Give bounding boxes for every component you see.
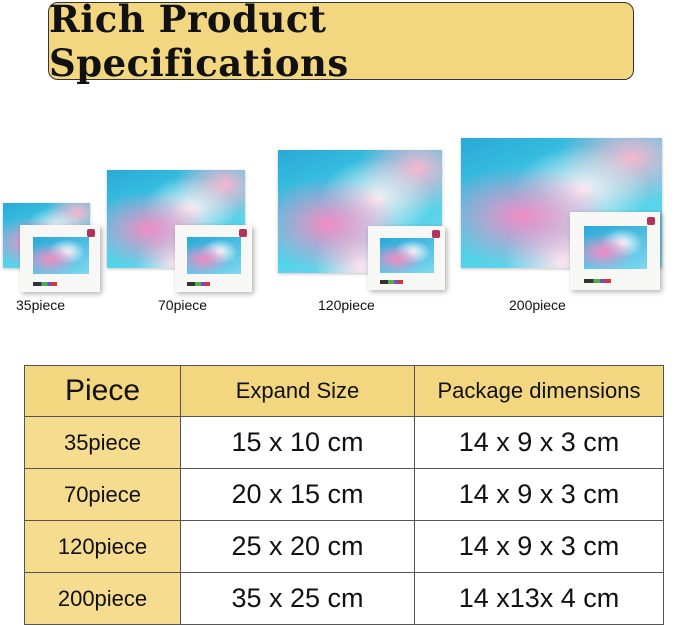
header-piece: Piece xyxy=(24,365,181,417)
product-label: 120piece xyxy=(318,297,375,313)
cell-package-dimensions: 14 x 9 x 3 cm xyxy=(414,520,664,573)
cell-package-dimensions: 14 x 9 x 3 cm xyxy=(414,468,664,521)
cell-expand-size: 35 x 25 cm xyxy=(180,572,415,625)
cell-expand-size: 20 x 15 cm xyxy=(180,468,415,521)
product-label: 200piece xyxy=(509,297,566,313)
cell-expand-size: 25 x 20 cm xyxy=(180,520,415,573)
table-header-row: Piece Expand Size Package dimensions xyxy=(24,365,664,417)
cell-expand-size: 15 x 10 cm xyxy=(180,416,415,469)
header-package-dimensions: Package dimensions xyxy=(414,365,664,417)
cell-package-dimensions: 14 x 9 x 3 cm xyxy=(414,416,664,469)
product-label: 70piece xyxy=(158,297,208,313)
cell-piece: 120piece xyxy=(24,520,181,573)
title-banner: Rich Product Specifications xyxy=(48,0,634,85)
cell-piece: 35piece xyxy=(24,416,181,469)
spec-table: Piece Expand Size Package dimensions 35p… xyxy=(24,365,664,625)
table-row: 200piece 35 x 25 cm 14 x13x 4 cm xyxy=(24,572,664,625)
box-image-120 xyxy=(368,226,445,290)
product-label: 35piece xyxy=(16,297,66,313)
page-title: Rich Product Specifications xyxy=(49,0,349,85)
cell-package-dimensions: 14 x13x 4 cm xyxy=(414,572,664,625)
header-expand-size: Expand Size xyxy=(180,365,415,417)
box-image-70 xyxy=(175,225,252,292)
table-row: 120piece 25 x 20 cm 14 x 9 x 3 cm xyxy=(24,520,664,573)
box-image-200 xyxy=(570,212,660,290)
cell-piece: 200piece xyxy=(24,572,181,625)
cell-piece: 70piece xyxy=(24,468,181,521)
table-row: 35piece 15 x 10 cm 14 x 9 x 3 cm xyxy=(24,416,664,469)
table-row: 70piece 20 x 15 cm 14 x 9 x 3 cm xyxy=(24,468,664,521)
box-image-35 xyxy=(20,225,100,292)
